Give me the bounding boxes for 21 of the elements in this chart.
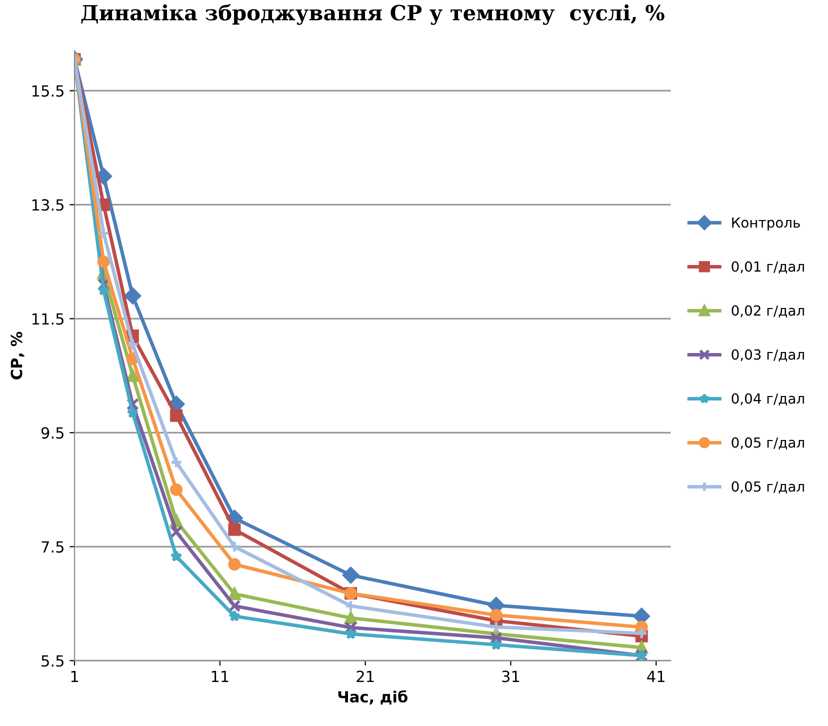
x-tick-label: 31 (502, 670, 520, 682)
x-tick-label: 11 (212, 670, 228, 682)
y-tick-label: 15.5 (32, 85, 64, 97)
x-tick-label: 41 (647, 670, 664, 682)
y-tick-label: 11.5 (32, 313, 64, 325)
legend-label: 0,02 г/дал (732, 305, 804, 318)
x-axis-title: Час, діб (338, 690, 408, 705)
y-tick-label: 7.5 (42, 541, 64, 553)
y-tick-label: 13.5 (32, 199, 64, 211)
y-tick-label: 5.5 (42, 655, 64, 667)
y-tick-label: 9.5 (41, 427, 64, 439)
legend-label: Контроль (732, 217, 800, 230)
legend-label: 0,01 г/дал (732, 261, 804, 274)
legend-label: 0,05 г/дал (732, 437, 804, 450)
chart-title: Динаміка зброджування СР у темному суслі, % (81, 4, 664, 25)
legend-label: 0,03 г/дал (732, 349, 804, 362)
x-tick-label: 1 (71, 670, 78, 682)
legend-label: 0,04 г/дал (732, 393, 804, 406)
y-axis-title: СР, % (10, 332, 24, 380)
x-tick-label: 21 (356, 670, 374, 682)
legend-label: 0,05 г/дал (732, 481, 804, 494)
